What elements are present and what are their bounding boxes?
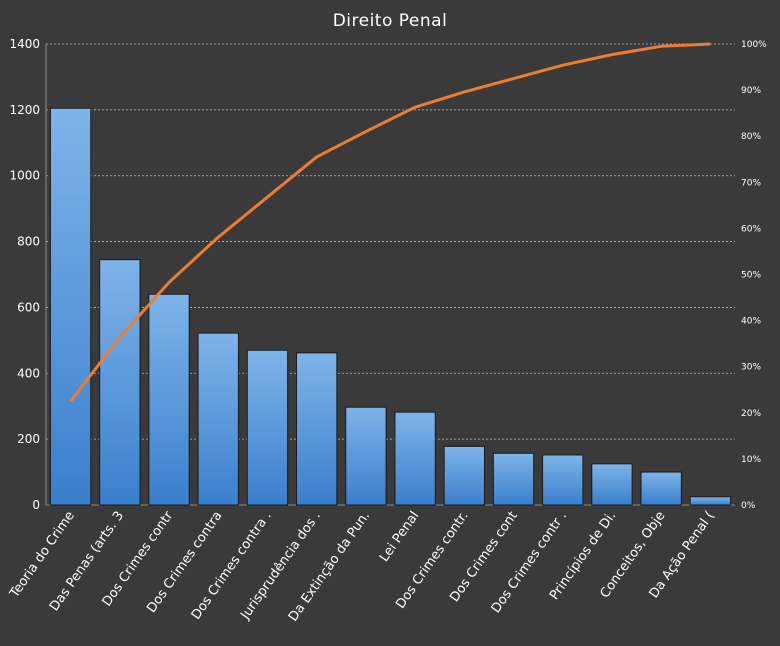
y-tick-label: 1200 (9, 103, 40, 117)
bar (100, 260, 140, 505)
y2-tick-label: 40% (741, 317, 761, 327)
y2-tick-label: 90% (741, 86, 761, 96)
bar (641, 472, 681, 505)
y-tick-label: 0 (32, 498, 40, 512)
chart-title: Direito Penal (333, 11, 448, 31)
bar (149, 294, 189, 505)
y2-tick-label: 30% (741, 363, 761, 373)
y-tick-label: 600 (17, 300, 40, 314)
y2-tick-label: 100% (741, 40, 767, 50)
y2-tick-label: 50% (741, 271, 761, 281)
y2-tick-label: 20% (741, 409, 761, 419)
bar (690, 497, 730, 505)
y-tick-label: 400 (17, 366, 40, 380)
x-tick-label: Lei Penal (377, 509, 423, 565)
y-axis-left: 0 200 400 600 800 1000 1200 1400 (9, 37, 40, 512)
bar (592, 464, 632, 505)
y2-tick-label: 60% (741, 224, 761, 234)
bar (50, 108, 90, 505)
bar (247, 350, 287, 505)
y-tick-label: 200 (17, 432, 40, 446)
y2-tick-label: 80% (741, 132, 761, 142)
y-tick-label: 800 (17, 235, 40, 249)
bar (493, 453, 533, 505)
bars (50, 108, 730, 505)
bar (198, 333, 238, 505)
bar (444, 446, 484, 505)
y2-tick-label: 10% (741, 455, 761, 465)
y2-tick-label: 0% (741, 501, 756, 511)
bar (543, 455, 583, 505)
y-tick-label: 1400 (9, 37, 40, 51)
bar (346, 407, 386, 505)
y-axis-right: 0% 10% 20% 30% 40% 50% 60% 70% 80% 90% 100% (741, 40, 767, 511)
y2-tick-label: 70% (741, 178, 761, 188)
bar (297, 353, 337, 505)
bar (395, 412, 435, 505)
y-tick-label: 1000 (9, 169, 40, 183)
